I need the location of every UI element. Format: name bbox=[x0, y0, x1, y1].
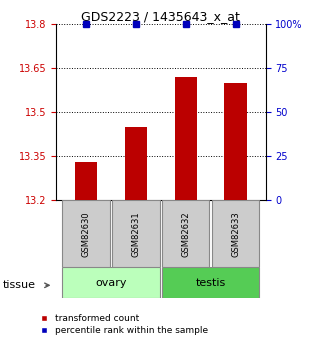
Legend: transformed count, percentile rank within the sample: transformed count, percentile rank withi… bbox=[36, 311, 211, 339]
Text: GSM82630: GSM82630 bbox=[82, 211, 91, 257]
Title: GDS2223 / 1435643_x_at: GDS2223 / 1435643_x_at bbox=[81, 10, 240, 23]
Text: GSM82633: GSM82633 bbox=[231, 211, 240, 257]
Text: testis: testis bbox=[196, 278, 226, 288]
Bar bbox=[112, 200, 160, 267]
Bar bbox=[162, 267, 260, 298]
Bar bbox=[162, 200, 210, 267]
Bar bbox=[124, 127, 147, 200]
Bar bbox=[62, 200, 110, 267]
Text: ovary: ovary bbox=[95, 278, 127, 288]
Text: tissue: tissue bbox=[3, 280, 36, 290]
Bar bbox=[75, 162, 97, 200]
Bar bbox=[212, 200, 260, 267]
Text: GSM82631: GSM82631 bbox=[131, 211, 140, 257]
Bar bbox=[224, 83, 247, 200]
Bar bbox=[62, 267, 160, 298]
Text: GSM82632: GSM82632 bbox=[181, 211, 190, 257]
Bar bbox=[174, 77, 197, 200]
